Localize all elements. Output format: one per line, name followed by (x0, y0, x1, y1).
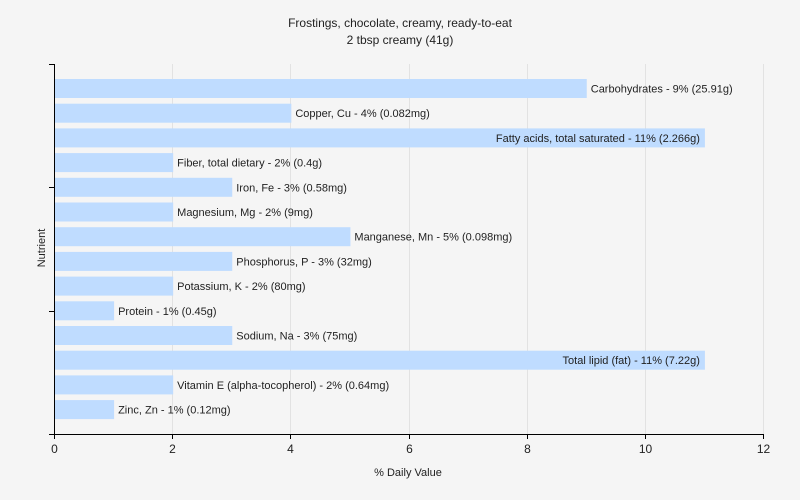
x-tick-label: 4 (287, 442, 294, 456)
x-tick-label: 8 (524, 442, 531, 456)
y-axis-label: Nutrient (36, 229, 48, 268)
bar-label: Vitamin E (alpha-tocopherol) - 2% (0.64m… (177, 380, 389, 392)
bar-label: Copper, Cu - 4% (0.082mg) (295, 108, 430, 120)
bar (55, 103, 292, 123)
x-tick-label: 2 (169, 442, 176, 456)
bar (55, 227, 351, 247)
bar (55, 326, 233, 345)
bar (55, 177, 233, 197)
bar-label: Potassium, K - 2% (80mg) (177, 281, 305, 293)
x-axis-label: % Daily Value (374, 467, 442, 479)
bar-label: Sodium, Na - 3% (75mg) (236, 331, 357, 343)
bar-label: Fatty acids, total saturated - 11% (2.26… (496, 133, 700, 145)
bar (55, 400, 115, 420)
bar-label: Manganese, Mn - 5% (0.098mg) (354, 232, 512, 244)
bar-label: Magnesium, Mg - 2% (9mg) (177, 207, 313, 219)
bar (55, 276, 174, 296)
bar-label: Fiber, total dietary - 2% (0.4g) (177, 158, 322, 170)
bar (55, 128, 705, 148)
bar-label: Zinc, Zn - 1% (0.12mg) (118, 405, 230, 417)
chart-title: Frostings, chocolate, creamy, ready-to-e… (288, 16, 513, 30)
bar-label: Phosphorus, P - 3% (32mg) (236, 256, 372, 268)
bar (55, 202, 174, 222)
bar (55, 79, 587, 98)
bar (55, 251, 233, 271)
bar (55, 153, 174, 173)
bar (55, 375, 174, 395)
axes: 0 2 4 6 8 10 12 (49, 64, 770, 456)
x-tick-label: 10 (639, 442, 653, 456)
chart-subtitle: 2 tbsp creamy (41g) (347, 33, 454, 47)
x-tick-label: 12 (757, 442, 771, 456)
gridlines (172, 64, 764, 434)
bar-label: Iron, Fe - 3% (0.58mg) (236, 182, 347, 194)
x-tick-label: 6 (406, 442, 413, 456)
bar-label: Total lipid (fat) - 11% (7.22g) (563, 355, 700, 367)
bar (55, 350, 705, 370)
bar-label: Carbohydrates - 9% (25.91g) (591, 84, 733, 96)
bars: Carbohydrates - 9% (25.91g) Copper, Cu - … (55, 79, 733, 420)
bar (55, 301, 115, 321)
bar-label: Protein - 1% (0.45g) (118, 306, 216, 318)
x-tick-label: 0 (51, 442, 58, 456)
